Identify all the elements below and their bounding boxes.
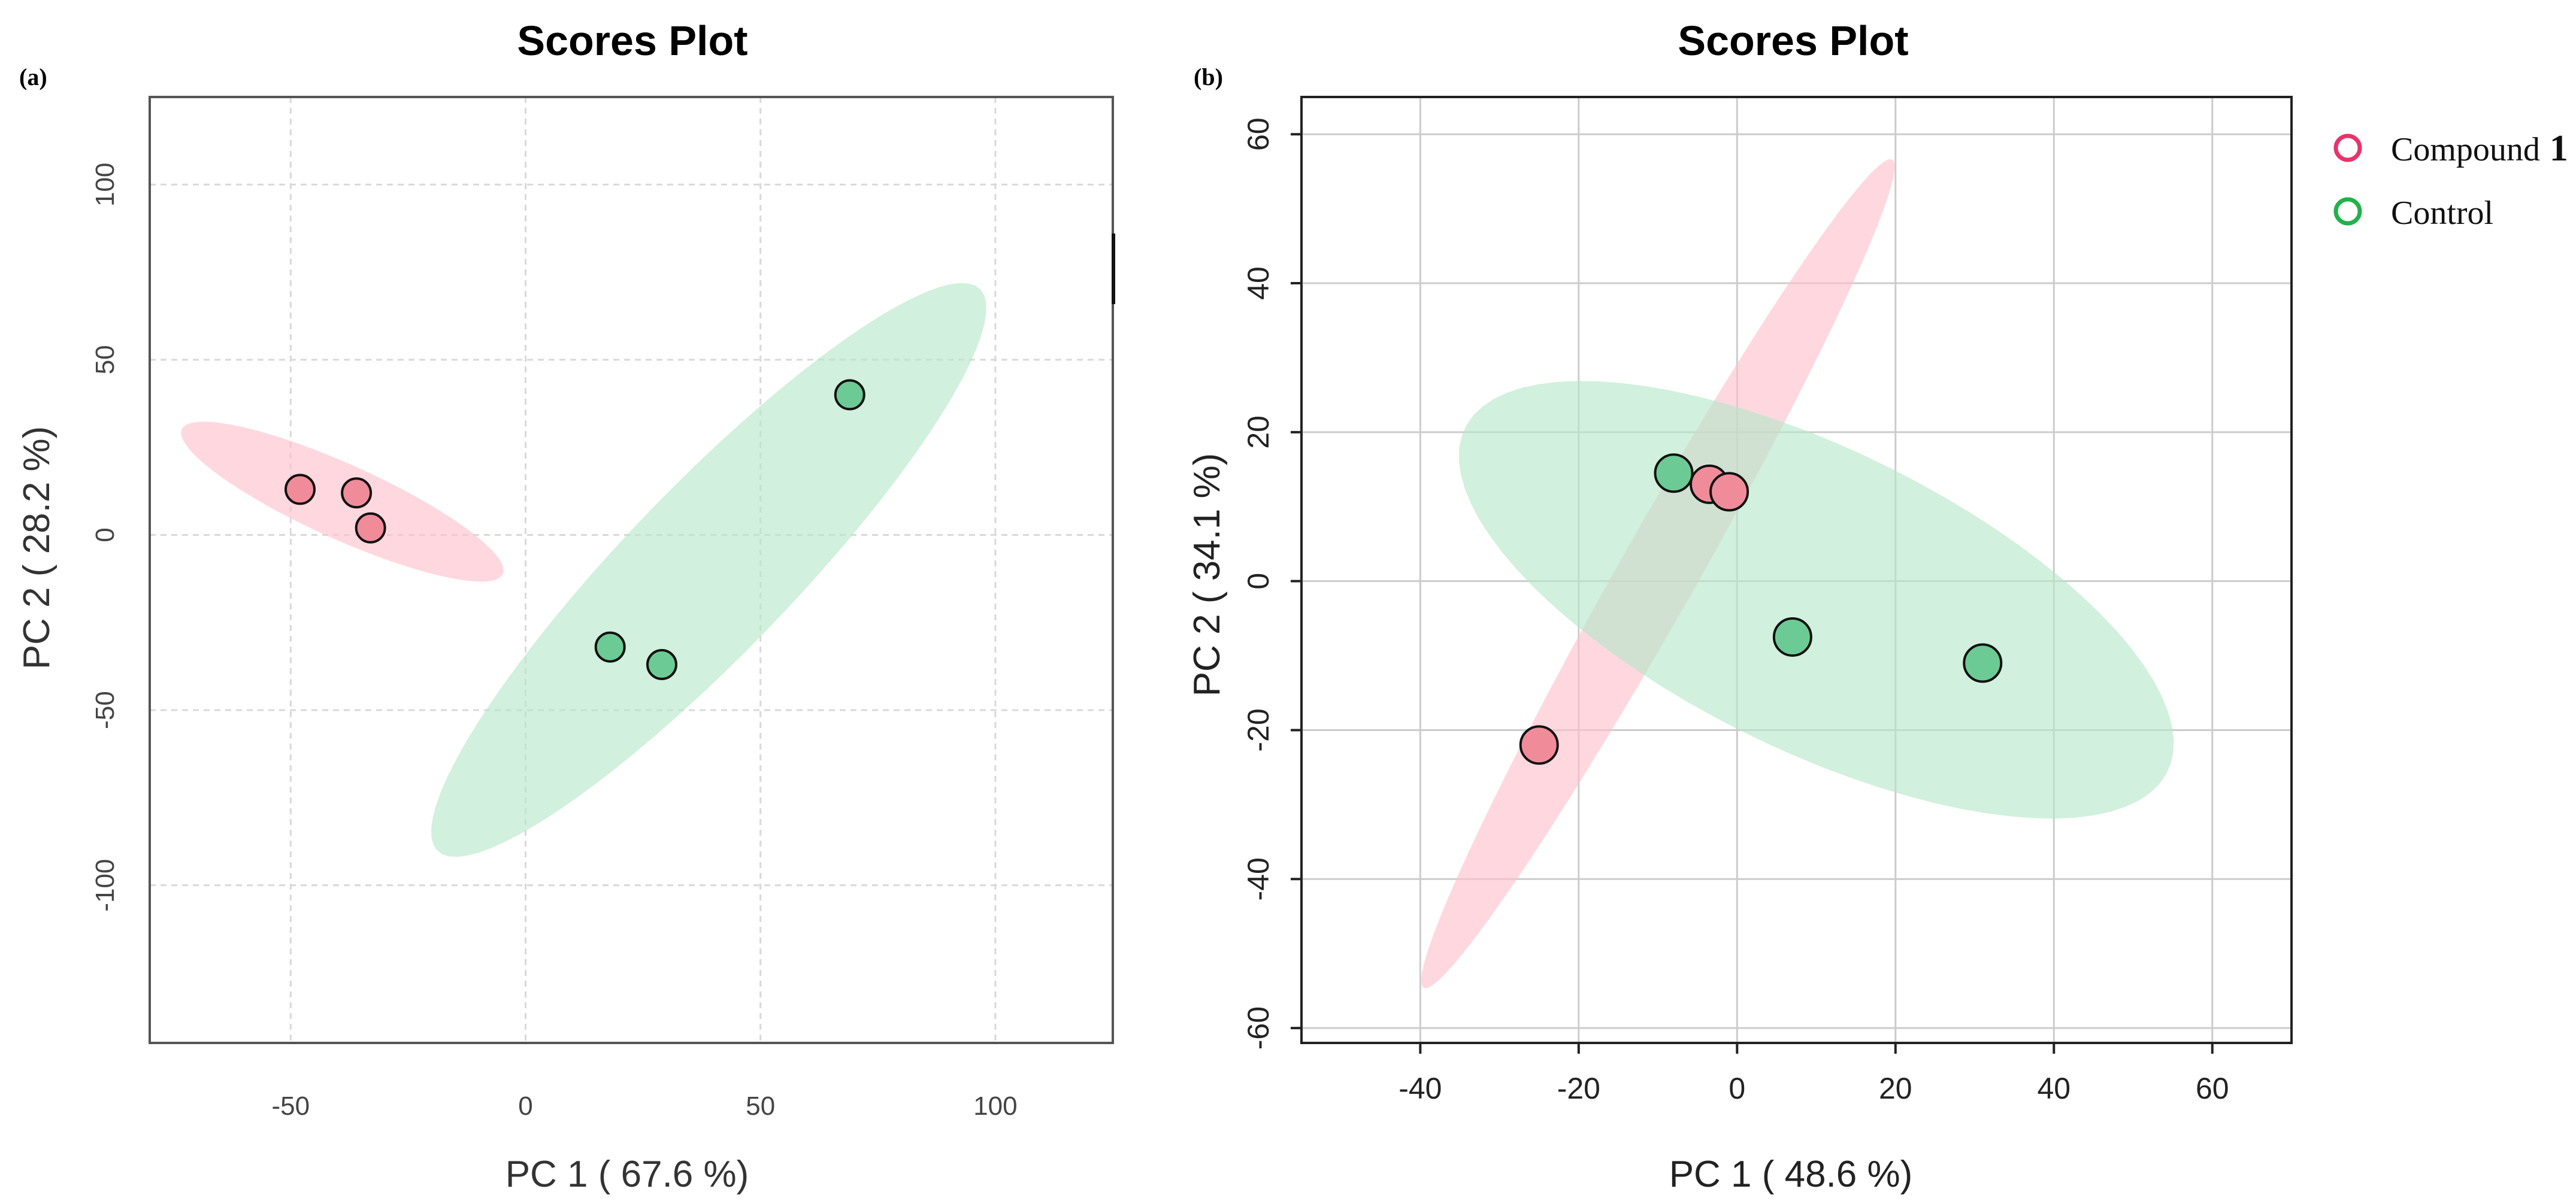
- x-tick-label: -20: [1557, 1072, 1600, 1105]
- panel-b-xlabel: PC 1 ( 48.6 %): [1669, 1154, 1913, 1195]
- x-tick-label: 20: [1879, 1072, 1912, 1105]
- y-tick-label: 40: [1242, 266, 1275, 300]
- panel-a-label: (a): [19, 63, 47, 90]
- x-tick-label: 60: [2196, 1072, 2229, 1105]
- legend-label-compound: Compound 1: [2391, 128, 2568, 169]
- x-tick-label: 40: [2037, 1072, 2071, 1105]
- legend-item-control: Control: [2333, 195, 2493, 232]
- panel-a-xlabel: PC 1 ( 67.6 %): [505, 1154, 749, 1195]
- data-point-control: [1654, 453, 1694, 493]
- y-tick-label: 0: [90, 527, 120, 542]
- x-tick-label: 0: [518, 1091, 532, 1121]
- panel-b-label: (b): [1194, 63, 1223, 90]
- legend-label-compound-text: Compound: [2391, 131, 2540, 168]
- x-tick-label: 50: [746, 1091, 775, 1121]
- panel-b-ylabel: PC 2 ( 34.1 %): [1186, 453, 1228, 697]
- x-tick-label: 100: [973, 1091, 1017, 1121]
- confidence-ellipse-compound: [181, 421, 504, 582]
- data-point-control: [646, 649, 677, 680]
- confidence-ellipse-control: [431, 283, 986, 857]
- data-point-compound: [284, 474, 316, 505]
- legend-label-compound-number: 1: [2550, 128, 2568, 169]
- data-point-control: [1963, 643, 2003, 683]
- y-tick-label: 100: [90, 163, 120, 207]
- y-tick-label: -50: [90, 691, 120, 729]
- data-point-control: [1772, 617, 1812, 657]
- y-tick-label: -100: [90, 859, 120, 912]
- y-tick-label: 20: [1242, 416, 1275, 449]
- confidence-ellipse-control: [1458, 381, 2174, 819]
- data-point-compound: [355, 512, 386, 544]
- y-tick-label: 0: [1242, 573, 1275, 590]
- data-point-compound: [1709, 472, 1749, 512]
- legend-item-compound: Compound 1: [2333, 128, 2568, 169]
- y-tick-label: 50: [90, 345, 120, 374]
- x-tick-label: -50: [272, 1091, 310, 1121]
- y-tick-label: -60: [1242, 1006, 1275, 1050]
- panel-a-edge-mark: [1112, 233, 1115, 304]
- data-point-control: [834, 379, 865, 411]
- legend: Compound 1 Control: [2333, 128, 2568, 232]
- panel-b-title: Scores Plot: [1678, 17, 1908, 64]
- panel-a-ylabel: PC 2 ( 28.2 %): [16, 426, 57, 670]
- panel-b-plot: -40 -20 0 20 40 60 -60 -40 -20 0 20 40 60: [1242, 97, 2292, 1105]
- panel-a-title: Scores Plot: [517, 17, 747, 64]
- panel-a-plot: -50 0 50 100 -100 -50 0 50 100: [90, 97, 1113, 1121]
- data-point-control: [594, 631, 626, 663]
- data-point-compound: [341, 477, 373, 509]
- y-tick-label: 60: [1242, 117, 1275, 151]
- y-tick-label: -40: [1242, 857, 1275, 900]
- panel-a-plot-frame: [149, 96, 1114, 1044]
- legend-label-control: Control: [2391, 195, 2493, 232]
- data-point-compound: [1519, 725, 1559, 765]
- y-tick-label: -20: [1242, 708, 1275, 751]
- x-tick-label: -40: [1399, 1072, 1442, 1105]
- panel-a: (a) Scores Plot -50 0 50 100 -100 -50 0 50 100 P…: [16, 17, 1115, 1195]
- legend-marker-compound: [2333, 134, 2362, 162]
- legend-marker-control: [2333, 197, 2362, 226]
- panel-b-plot-frame: [1300, 96, 2293, 1044]
- x-tick-label: 0: [1729, 1072, 1745, 1105]
- panel-b: (b) Scores Plot -40 -20 0 20 40 60 -60 -40 -20 0 2…: [1186, 17, 2293, 1195]
